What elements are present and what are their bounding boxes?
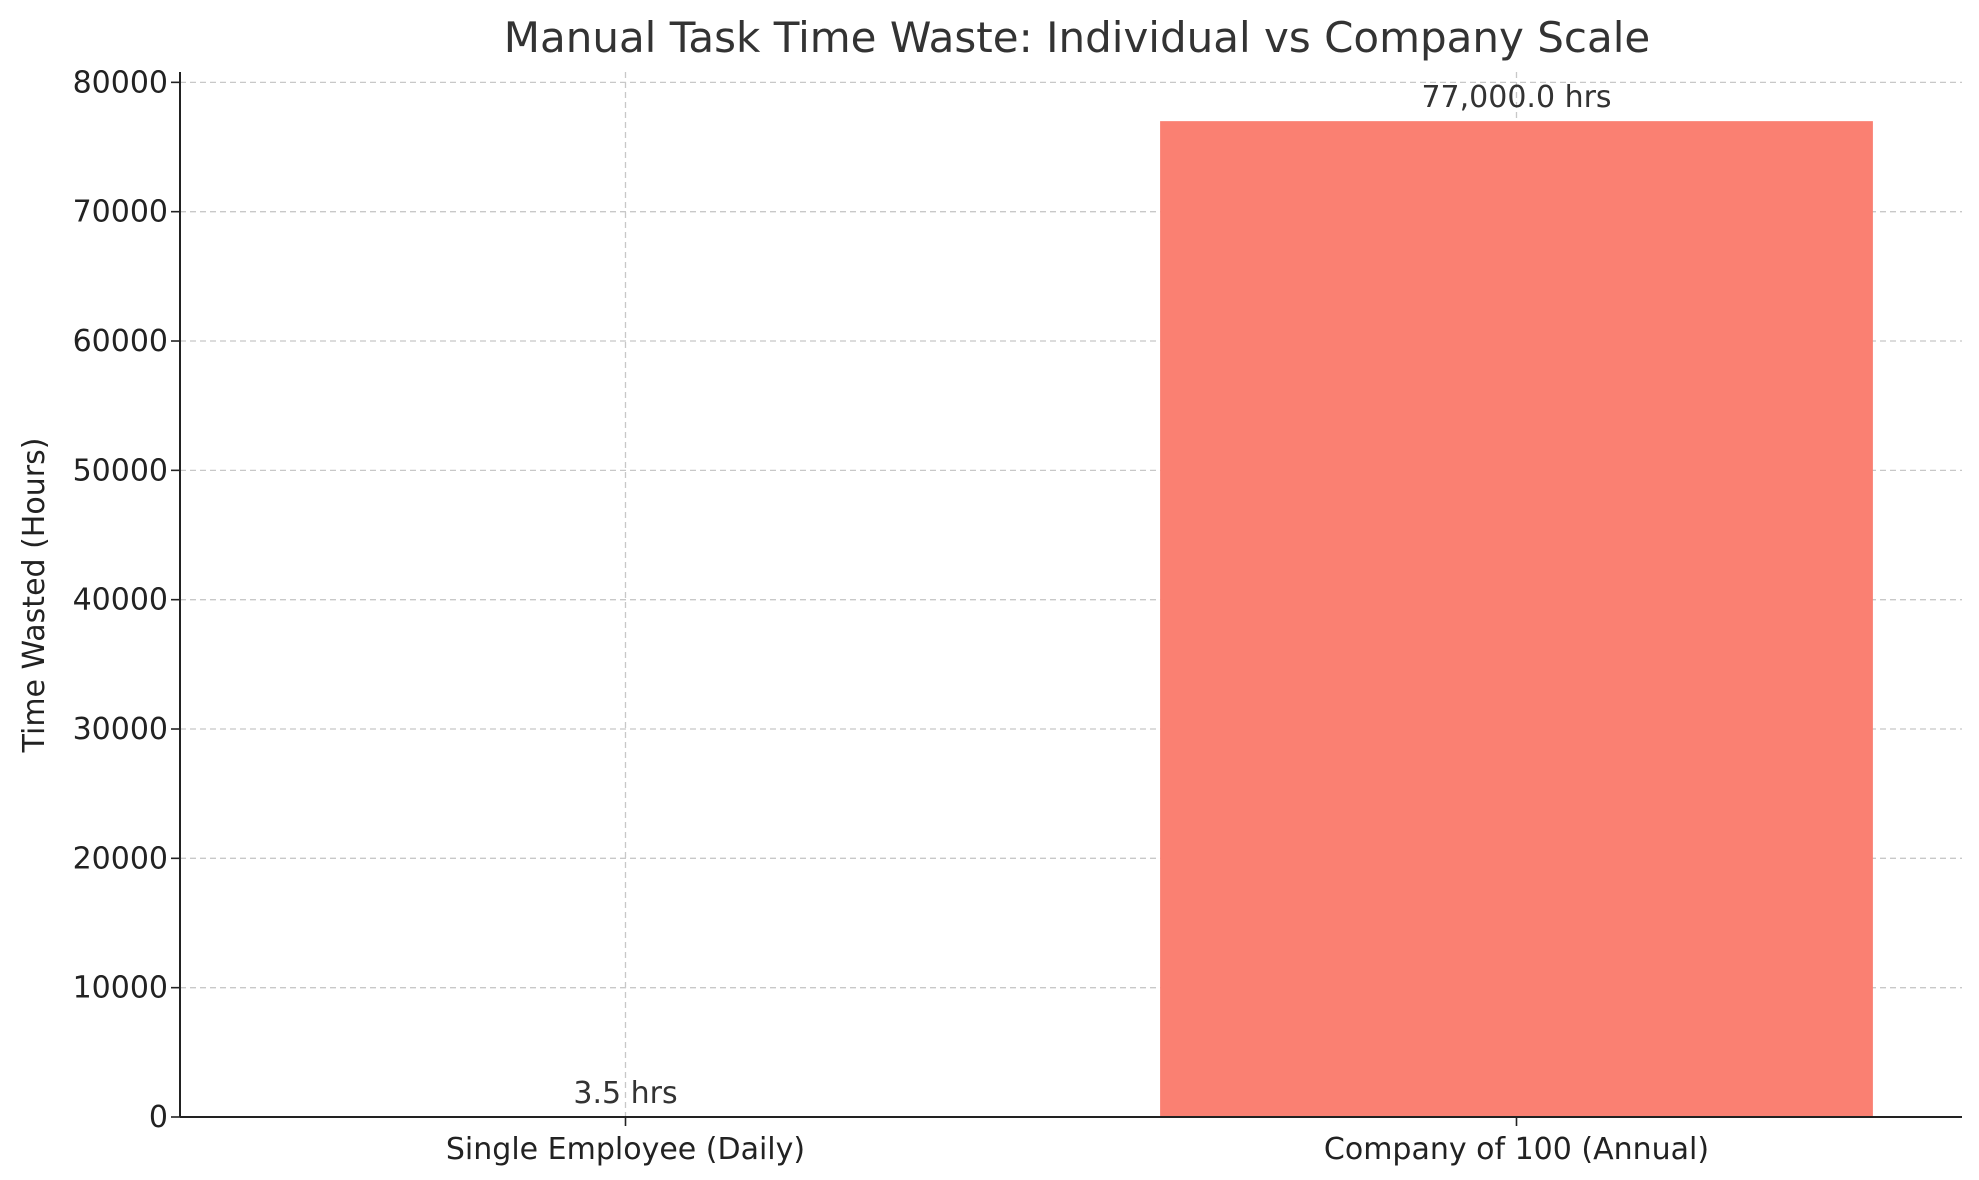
y-tick-label: 70000 <box>73 195 168 230</box>
data-label: 77,000.0 hrs <box>1421 80 1611 115</box>
y-tick-label: 20000 <box>73 841 168 876</box>
x-tick-label: Company of 100 (Annual) <box>1324 1132 1709 1167</box>
y-tick-label: 40000 <box>73 583 168 618</box>
x-tick-label: Single Employee (Daily) <box>446 1132 805 1167</box>
bar <box>1160 121 1873 1117</box>
y-tick-label: 60000 <box>73 324 168 359</box>
labels: 0 10000 20000 30000 40000 50000 60000 70000 8000… <box>73 65 1710 1167</box>
bars <box>269 121 1873 1117</box>
axes <box>171 72 1962 1126</box>
y-tick-label: 10000 <box>73 971 168 1006</box>
y-tick-label: 0 <box>149 1100 168 1135</box>
y-axis-label: Time Wasted (Hours) <box>17 438 52 754</box>
data-label: 3.5 hrs <box>573 1076 677 1111</box>
chart-title: Manual Task Time Waste: Individual vs Co… <box>504 13 1651 62</box>
y-tick-label: 80000 <box>73 65 168 100</box>
y-tick-label: 50000 <box>73 453 168 488</box>
y-tick-label: 30000 <box>73 712 168 747</box>
